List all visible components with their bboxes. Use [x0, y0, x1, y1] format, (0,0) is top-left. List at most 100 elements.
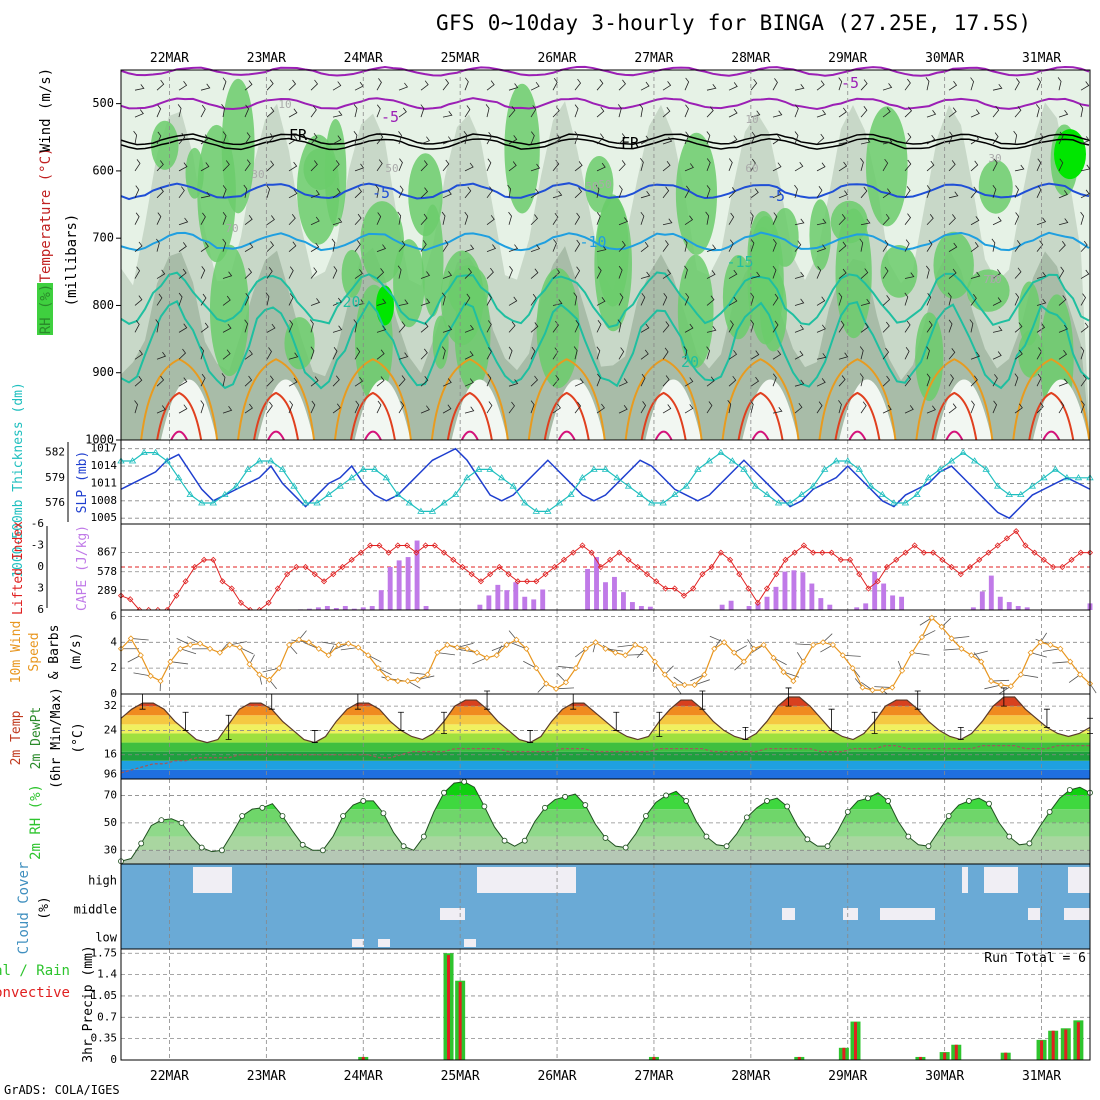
- wind-barb: [1036, 402, 1044, 414]
- wind-barb: [882, 266, 889, 279]
- rh-contour-label: 30: [251, 168, 264, 181]
- li-marker: [330, 571, 337, 578]
- wind-speed-marker: [612, 649, 619, 656]
- temp-contour-20: [120, 299, 1090, 390]
- thickness-marker: [151, 448, 160, 455]
- wind-barb: [200, 242, 209, 252]
- high-cloud-gap: [477, 867, 576, 893]
- wind-barb: [442, 378, 452, 387]
- wind-speed-marker: [552, 685, 560, 692]
- wind-barb: [464, 268, 472, 279]
- wind-barb: [1036, 185, 1042, 198]
- wind-barb: [727, 400, 732, 414]
- rh-contour-label: 10: [745, 113, 758, 126]
- wind-barb: [1014, 322, 1023, 333]
- thickness-marker: [371, 465, 379, 472]
- wind-speed-marker: [671, 681, 678, 689]
- wind-barb: [134, 266, 141, 279]
- rh-marker: [582, 802, 589, 808]
- temp-color-band: [121, 751, 1090, 761]
- li-marker: [883, 563, 891, 571]
- wind-speed-marker: [226, 641, 233, 648]
- wind-barb: [838, 213, 846, 226]
- wind-barb: [552, 299, 563, 306]
- temp-contour-30-arch: [543, 391, 590, 441]
- wind-barb-10m: [229, 641, 247, 646]
- cape-bar: [854, 607, 860, 610]
- top-date-label: 22MAR: [150, 51, 189, 66]
- wind-barb: [926, 109, 937, 118]
- wind-barb: [1036, 373, 1042, 387]
- wind-barb: [288, 400, 294, 414]
- li-marker: [385, 549, 392, 556]
- cape-bar: [324, 606, 330, 610]
- wind-barb: [464, 244, 475, 253]
- wind-speed-marker: [651, 658, 659, 665]
- wind-barb: [464, 77, 469, 91]
- wind-barb: [904, 186, 911, 199]
- rh-marker: [824, 843, 831, 850]
- wind-barb: [1014, 212, 1020, 225]
- wind-barb: [992, 185, 997, 198]
- wind-barb: [508, 161, 517, 172]
- cape-bar: [620, 592, 626, 610]
- rh-marker: [642, 813, 649, 819]
- wind-barb: [772, 407, 783, 414]
- wind-barb: [728, 158, 733, 172]
- temp-contour-minus-5: [120, 97, 1090, 111]
- wind-barb: [816, 133, 825, 145]
- wind-barb: [860, 79, 868, 91]
- wind-barb: [156, 79, 165, 91]
- wind-barb: [662, 81, 672, 91]
- wind-barb: [134, 159, 141, 172]
- wind-barb: [794, 324, 805, 333]
- wind-barb: [486, 267, 494, 279]
- rh-marker: [1026, 840, 1033, 847]
- wind-barb: [464, 378, 474, 387]
- wind-speed-marker: [582, 645, 589, 652]
- wind-speed-marker: [928, 614, 935, 621]
- wind-barb: [354, 376, 364, 387]
- rh-marker: [501, 837, 508, 844]
- wind-barb: [728, 296, 738, 306]
- cape-tick-label: 578: [97, 565, 117, 578]
- wind-barb: [772, 110, 783, 118]
- wind-barb: [992, 83, 1003, 91]
- precip-legend-conv: Convective: [0, 985, 70, 1001]
- wind-barb: [596, 320, 602, 333]
- cape-tick-label: 867: [97, 546, 117, 559]
- wind-speed-marker: [286, 641, 293, 648]
- wind-barb-10m: [133, 672, 151, 677]
- cape-bar: [315, 607, 321, 610]
- wind-barb: [991, 238, 996, 252]
- li-marker: [542, 571, 549, 578]
- wind-barb: [617, 104, 622, 118]
- pressure-tick-label: 800: [92, 298, 114, 312]
- thickness-marker: [982, 465, 990, 472]
- wind-barb: [816, 186, 823, 199]
- top-date-label: 25MAR: [441, 51, 480, 66]
- wind-barb: [595, 184, 600, 198]
- wind-barb: [1080, 211, 1085, 225]
- cape-bar: [495, 584, 501, 610]
- wind-barb: [464, 351, 474, 360]
- wind-barb: [552, 212, 559, 225]
- thickness-marker: [578, 474, 587, 481]
- thickness-marker: [255, 457, 264, 464]
- thickness-marker: [763, 490, 771, 497]
- slp-line: [120, 447, 1091, 520]
- rh-marker: [219, 847, 225, 854]
- contour-label: -5: [767, 187, 785, 205]
- cloud-tick-label: high: [88, 874, 117, 888]
- cloud-cover-panel: high middle low: [74, 863, 1091, 950]
- wind-barb: [332, 160, 340, 172]
- wind-barb: [904, 106, 913, 118]
- wind-barb: [288, 266, 294, 279]
- wind-barb: [816, 244, 827, 253]
- wind-barb: [948, 80, 958, 91]
- wind-barb: [266, 106, 275, 118]
- wind-barb: [441, 346, 446, 360]
- wind-barb-10m: [333, 643, 349, 650]
- li-marker: [920, 549, 927, 556]
- wind-barb: [1014, 403, 1023, 414]
